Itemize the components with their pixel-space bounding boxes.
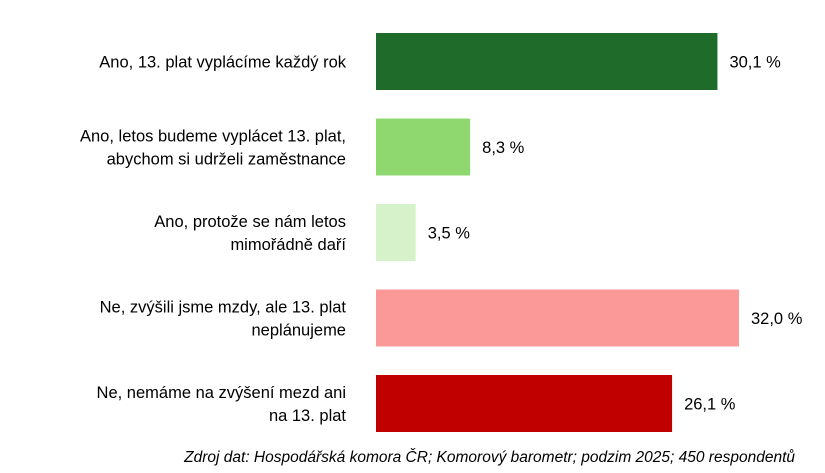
value-label-5: 26,1 % bbox=[684, 396, 736, 414]
bars-layer: 30,1 % Ano, 13. plat vyplácíme každý rok 8… bbox=[80, 33, 803, 432]
category-label-3-line-1: Ano, protože se nám letos bbox=[154, 213, 346, 231]
category-label-4-line-2: neplánujeme bbox=[252, 322, 347, 340]
bar-chart: 30,1 % Ano, 13. plat vyplácíme každý rok 8… bbox=[80, 33, 803, 432]
bar-1 bbox=[376, 33, 718, 90]
value-label-4: 32,0 % bbox=[751, 310, 803, 328]
category-label-2-line-2: abychom si udrželi zaměstnance bbox=[107, 151, 346, 169]
bar-3 bbox=[376, 204, 416, 261]
bar-5 bbox=[376, 375, 673, 432]
category-label-1-line-1: Ano, 13. plat vyplácíme každý rok bbox=[99, 54, 346, 72]
value-label-1: 30,1 % bbox=[729, 54, 781, 72]
category-label-2-line-1: Ano, letos budeme vyplácet 13. plat, bbox=[80, 128, 346, 146]
category-label-5-line-1: Ne, nemáme na zvýšení mezd ani bbox=[97, 384, 346, 402]
category-label-5-line-2: na 13. plat bbox=[269, 407, 346, 425]
value-label-3: 3,5 % bbox=[428, 225, 471, 243]
bar-4 bbox=[376, 289, 739, 347]
category-label-4-line-1: Ne, zvýšili jsme mzdy, ale 13. plat bbox=[100, 299, 347, 317]
source-note: Zdroj dat: Hospodářská komora ČR; Komoro… bbox=[184, 449, 795, 466]
value-label-2: 8,3 % bbox=[482, 139, 525, 157]
category-label-3-line-2: mimořádně daří bbox=[230, 236, 346, 254]
bar-2 bbox=[376, 118, 471, 176]
